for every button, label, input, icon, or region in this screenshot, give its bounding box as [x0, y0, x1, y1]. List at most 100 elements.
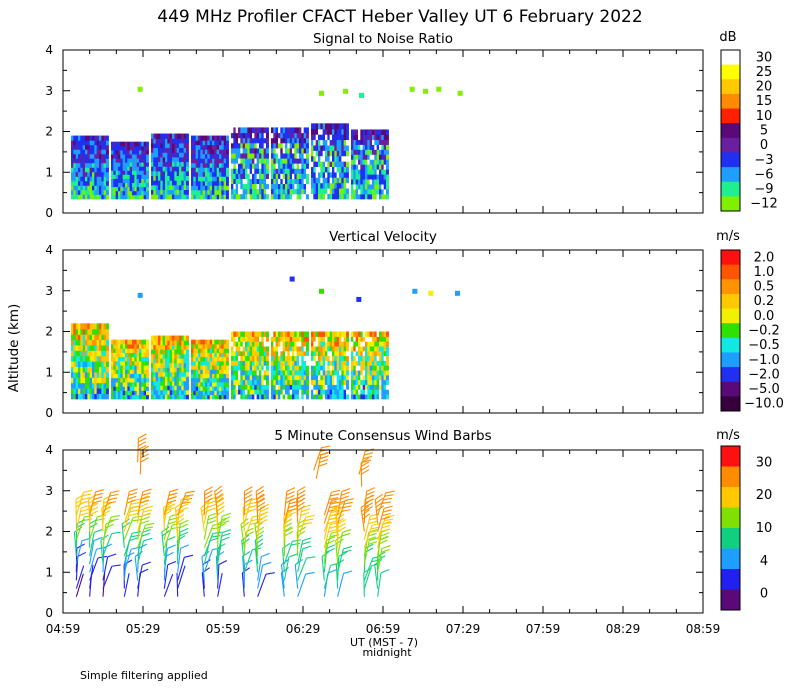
- barb-feather: [127, 495, 137, 500]
- heatmap-cell: [379, 139, 382, 145]
- heatmap-cell: [96, 350, 100, 357]
- barb-staff: [360, 462, 363, 487]
- heatmap-cell: [146, 390, 149, 396]
- heatmap-cell: [129, 381, 133, 387]
- heatmap-cell: [252, 374, 255, 381]
- colorbar-swatch: [721, 381, 740, 397]
- heatmap-cell: [247, 168, 251, 174]
- heatmap-cell: [334, 177, 338, 184]
- heatmap-cell: [289, 350, 293, 357]
- heatmap-cell: [245, 168, 248, 174]
- heatmap-cell: [223, 140, 227, 146]
- heatmap-cell: [233, 137, 237, 144]
- heatmap-cell: [160, 367, 164, 373]
- heatmap-cell: [341, 369, 345, 376]
- heatmap-cell: [374, 173, 378, 180]
- barb-feather: [364, 452, 374, 456]
- heatmap-cell: [383, 183, 387, 190]
- heatmap-cell: [266, 168, 269, 174]
- heatmap-cell: [169, 147, 173, 153]
- heatmap-cell: [249, 345, 253, 352]
- heatmap-cell: [320, 166, 324, 173]
- heatmap-cell: [129, 157, 133, 163]
- barb-feather: [80, 508, 90, 513]
- heatmap-cell: [193, 360, 197, 366]
- heatmap-cell: [233, 132, 237, 139]
- heatmap-cell: [75, 171, 79, 177]
- heatmap-cell: [186, 358, 189, 364]
- heatmap-cell: [325, 187, 328, 194]
- heatmap-cell: [127, 157, 131, 163]
- heatmap-cell: [299, 147, 302, 154]
- heatmap-cell: [231, 341, 234, 347]
- heatmap-cell: [275, 350, 279, 357]
- heatmap-cell: [174, 353, 178, 359]
- heatmap-cell: [381, 139, 385, 145]
- heatmap-cell: [89, 387, 93, 394]
- heatmap-cell: [87, 350, 91, 357]
- barb-staff: [242, 556, 245, 581]
- heatmap-cell: [386, 193, 389, 200]
- barb-staff: [241, 540, 245, 565]
- heatmap-cell: [282, 336, 286, 342]
- heatmap-cell: [365, 393, 368, 400]
- heatmap-cell: [325, 331, 328, 337]
- heatmap-cell: [103, 180, 107, 186]
- heatmap-cell: [381, 144, 385, 150]
- heatmap-cell: [183, 180, 187, 186]
- heatmap-cell: [134, 141, 138, 147]
- heatmap-cell: [386, 389, 389, 395]
- heatmap-cell: [303, 331, 307, 337]
- heatmap-cell: [287, 379, 291, 385]
- heatmap-cell: [179, 335, 182, 341]
- heatmap-cell: [386, 360, 389, 366]
- heatmap-cell: [315, 355, 319, 361]
- heatmap-cell: [195, 381, 199, 387]
- heatmap-cell: [271, 132, 274, 139]
- heatmap-cell: [339, 341, 342, 347]
- heatmap-cell: [181, 189, 185, 195]
- heatmap-cell: [212, 356, 215, 362]
- heatmap-cell: [303, 379, 307, 385]
- barb-staff: [217, 564, 220, 589]
- heatmap-cell: [351, 178, 354, 185]
- heatmap-cell: [122, 356, 126, 362]
- heatmap-cell: [263, 178, 267, 185]
- heatmap-cell: [198, 352, 201, 358]
- barb-staff: [203, 515, 210, 540]
- heatmap-cell: [351, 384, 354, 390]
- heatmap-cell: [318, 393, 321, 400]
- barb-feather: [256, 498, 266, 504]
- heatmap-cell: [223, 153, 227, 159]
- heatmap-cell: [322, 182, 326, 189]
- heatmap-cell: [336, 336, 340, 342]
- heatmap-cell: [303, 360, 307, 366]
- heatmap-cell: [238, 355, 241, 361]
- heatmap-cell: [329, 379, 333, 385]
- heatmap-cell: [254, 355, 258, 361]
- heatmap-cell: [336, 350, 340, 357]
- heatmap-cell: [71, 189, 74, 195]
- heatmap-cell: [151, 194, 154, 200]
- heatmap-cell: [179, 161, 182, 167]
- heatmap-cell: [327, 350, 331, 357]
- heatmap-cell: [78, 158, 81, 164]
- heatmap-cell: [179, 340, 182, 346]
- heatmap-cell: [162, 156, 166, 163]
- barb-feather: [179, 527, 189, 533]
- heatmap-cell: [233, 393, 237, 400]
- heatmap-cell: [240, 193, 244, 200]
- heatmap-cell: [374, 154, 378, 160]
- barb-feather: [207, 500, 217, 505]
- heatmap-cell: [322, 166, 326, 173]
- heatmap-cell: [372, 393, 375, 400]
- heatmap-cell: [212, 348, 215, 353]
- heatmap-cell: [181, 166, 185, 172]
- heatmap-cell: [186, 166, 189, 172]
- heatmap-cell: [202, 135, 206, 141]
- heatmap-cell: [315, 123, 319, 130]
- heatmap-cell: [273, 336, 277, 342]
- barb-feather: [81, 497, 91, 501]
- heatmap-cell: [376, 389, 380, 395]
- heatmap-cell: [346, 150, 349, 157]
